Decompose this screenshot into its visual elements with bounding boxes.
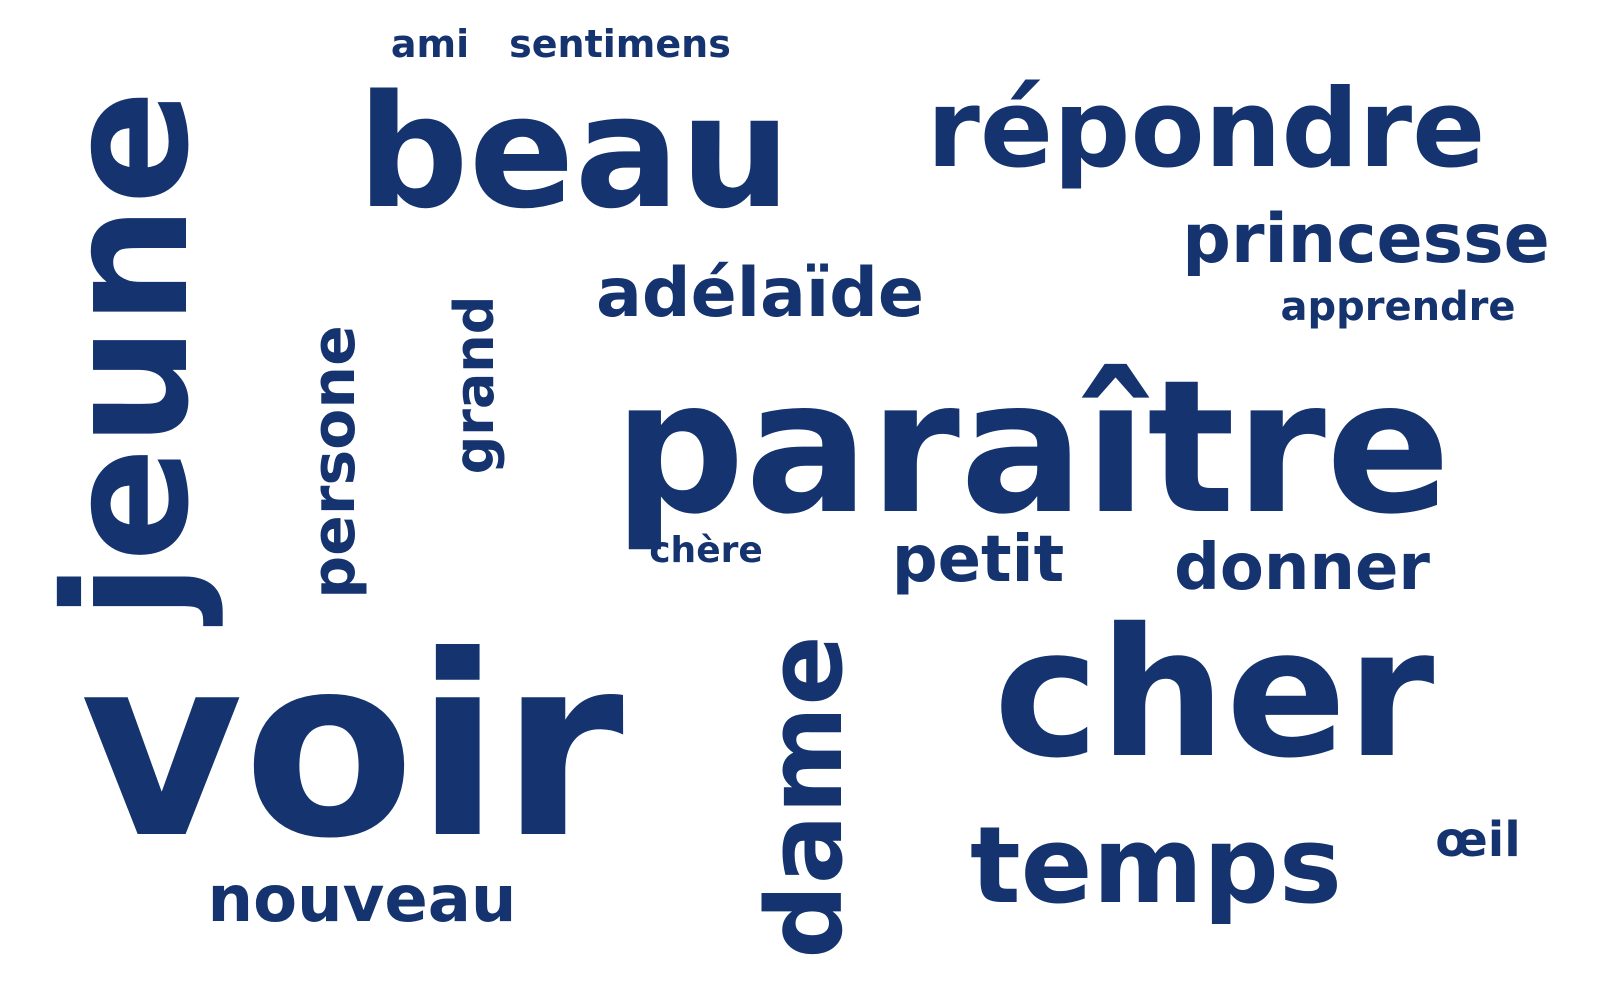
word-ami: ami bbox=[390, 22, 470, 66]
word-cher: cher bbox=[993, 590, 1435, 797]
word-petit: petit bbox=[891, 523, 1065, 597]
word-paraitre: paraître bbox=[613, 341, 1451, 555]
word-sentimens: sentimens bbox=[509, 22, 731, 66]
word-princesse: princesse bbox=[1182, 200, 1550, 279]
word-temps: temps bbox=[970, 804, 1342, 927]
word-donner: donner bbox=[1174, 531, 1430, 605]
word-nouveau: nouveau bbox=[207, 863, 517, 937]
word-adelaide: adélaïde bbox=[596, 254, 924, 333]
word-repondre: répondre bbox=[926, 67, 1486, 192]
word-jeune: jeune bbox=[29, 89, 227, 621]
word-voir: voir bbox=[80, 602, 624, 893]
word-grand: grand bbox=[443, 295, 506, 475]
word-dame: dame bbox=[744, 635, 866, 959]
word-oeil: œil bbox=[1435, 812, 1521, 868]
word-apprendre: apprendre bbox=[1280, 284, 1516, 330]
word-chere: chère bbox=[649, 530, 763, 571]
word-beau: beau bbox=[357, 61, 791, 243]
word-persone: persone bbox=[299, 325, 369, 599]
